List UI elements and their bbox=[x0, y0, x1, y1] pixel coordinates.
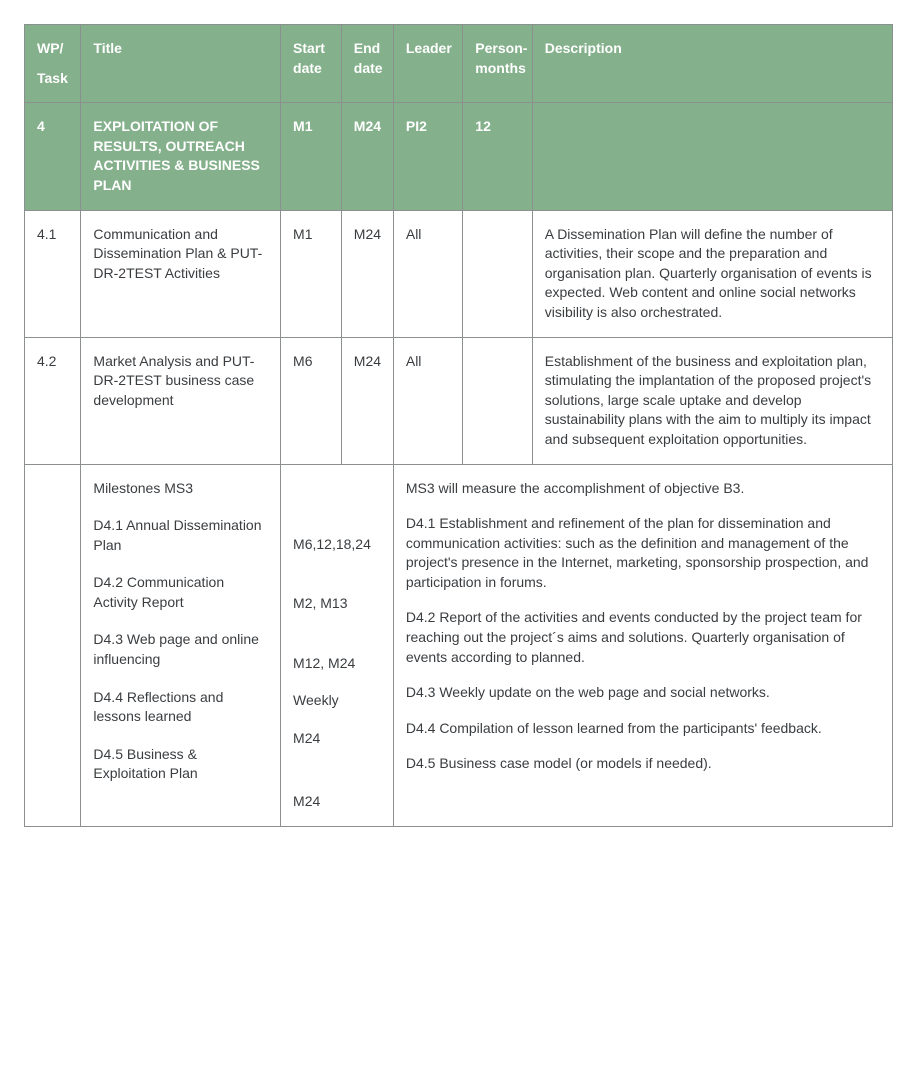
deliverable-title: D4.4 Reflections and lessons learned bbox=[93, 688, 268, 727]
col-header-start-date: Start date bbox=[281, 25, 342, 103]
task-row-person-months bbox=[463, 210, 532, 337]
task-row-end-date: M24 bbox=[341, 337, 393, 464]
col-header-wp-line1: WP/ bbox=[37, 39, 68, 59]
task-row-title: Communication and Dissemination Plan & P… bbox=[81, 210, 281, 337]
task-row-title: Market Analysis and PUT-DR-2TEST busines… bbox=[81, 337, 281, 464]
deliverable-desc: D4.1 Establishment and refinement of the… bbox=[406, 514, 880, 592]
task-row-end-date: M24 bbox=[341, 210, 393, 337]
wp-row: 4 EXPLOITATION OF RESULTS, OUTREACH ACTI… bbox=[25, 103, 893, 210]
deliverable-title: D4.5 Business & Exploitation Plan bbox=[93, 745, 268, 784]
deliverable-title: D4.2 Communication Activity Report bbox=[93, 573, 268, 612]
deliverable-date: M24 bbox=[293, 792, 381, 812]
deliverables-row-title-cell: Milestones MS3 D4.1 Annual Dissemination… bbox=[81, 464, 281, 827]
deliverable-title: D4.1 Annual Dissemination Plan bbox=[93, 516, 268, 555]
col-header-end-date: End date bbox=[341, 25, 393, 103]
task-row: 4.2 Market Analysis and PUT-DR-2TEST bus… bbox=[25, 337, 893, 464]
deliverable-desc: D4.4 Compilation of lesson learned from … bbox=[406, 719, 880, 739]
wp-row-leader: PI2 bbox=[393, 103, 462, 210]
wp-row-title: EXPLOITATION OF RESULTS, OUTREACH ACTIVI… bbox=[81, 103, 281, 210]
task-row-start-date: M6 bbox=[281, 337, 342, 464]
task-row-person-months bbox=[463, 337, 532, 464]
deliverable-date: M2, M13 bbox=[293, 594, 381, 614]
task-row-wp: 4.1 bbox=[25, 210, 81, 337]
task-row-start-date: M1 bbox=[281, 210, 342, 337]
wp-row-start-date: M1 bbox=[281, 103, 342, 210]
deliverable-desc: D4.2 Report of the activities and events… bbox=[406, 608, 880, 667]
col-header-wp: WP/ Task bbox=[25, 25, 81, 103]
deliverable-date: M24 bbox=[293, 729, 381, 749]
wp-row-wp: 4 bbox=[25, 103, 81, 210]
deliverables-row-dates-cell: M6,12,18,24 M2, M13 M12, M24 Weekly M24 … bbox=[281, 464, 394, 827]
col-header-leader: Leader bbox=[393, 25, 462, 103]
deliverables-row-desc-cell: MS3 will measure the accomplishment of o… bbox=[393, 464, 892, 827]
col-header-description: Description bbox=[532, 25, 892, 103]
col-header-wp-line2: Task bbox=[37, 69, 68, 89]
col-header-person-months: Person-months bbox=[463, 25, 532, 103]
work-package-table: WP/ Task Title Start date End date Leade… bbox=[24, 24, 893, 827]
task-row-description: A Dissemination Plan will define the num… bbox=[532, 210, 892, 337]
wp-row-end-date: M24 bbox=[341, 103, 393, 210]
task-row-description: Establishment of the business and exploi… bbox=[532, 337, 892, 464]
deliverable-date: M12, M24 bbox=[293, 654, 381, 674]
deliverable-title: D4.3 Web page and online influencing bbox=[93, 630, 268, 669]
deliverables-row: Milestones MS3 D4.1 Annual Dissemination… bbox=[25, 464, 893, 827]
deliverable-desc: MS3 will measure the accomplishment of o… bbox=[406, 479, 880, 499]
deliverable-date: M6,12,18,24 bbox=[293, 535, 381, 555]
deliverable-title: Milestones MS3 bbox=[93, 479, 268, 499]
task-row-leader: All bbox=[393, 337, 462, 464]
task-row-leader: All bbox=[393, 210, 462, 337]
task-row-wp: 4.2 bbox=[25, 337, 81, 464]
deliverable-desc: D4.3 Weekly update on the web page and s… bbox=[406, 683, 880, 703]
deliverables-row-wp bbox=[25, 464, 81, 827]
table-header-row: WP/ Task Title Start date End date Leade… bbox=[25, 25, 893, 103]
wp-row-person-months: 12 bbox=[463, 103, 532, 210]
col-header-title: Title bbox=[81, 25, 281, 103]
deliverable-desc: D4.5 Business case model (or models if n… bbox=[406, 754, 880, 774]
deliverable-date: Weekly bbox=[293, 691, 381, 711]
task-row: 4.1 Communication and Dissemination Plan… bbox=[25, 210, 893, 337]
wp-row-description bbox=[532, 103, 892, 210]
